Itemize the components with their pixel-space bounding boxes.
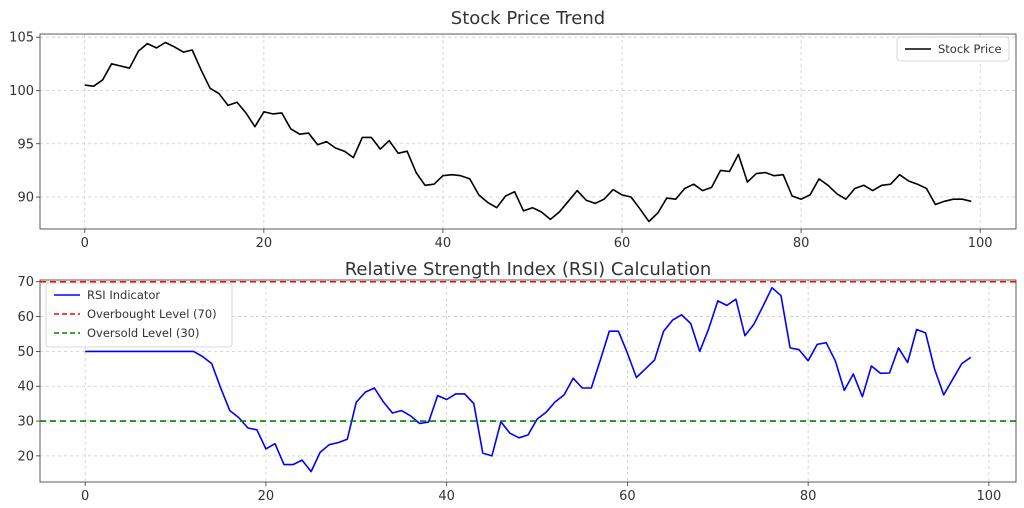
series-stock-price-line: [84, 41, 972, 223]
y-tick-label: 105: [9, 31, 34, 46]
x-tick-label: 20: [258, 489, 275, 504]
y-tick-label: 70: [17, 275, 34, 290]
chart-title: Stock Price Trend: [451, 8, 605, 29]
plot-area: [40, 280, 1016, 473]
legend: Stock Price: [896, 36, 1010, 62]
chart-panel-1: Stock Price Trend 0 20 40 60 80 100 90 95 100 105 S…: [9, 8, 1017, 251]
y-tick-label: 40: [17, 380, 34, 395]
x-tick-label: 100: [968, 236, 993, 251]
y-tick-label: 100: [9, 84, 34, 99]
plot-frame: [39, 33, 1017, 230]
y-tick-label: 50: [17, 345, 34, 360]
legend-box: [896, 36, 1010, 62]
y-tick-label: 60: [17, 310, 34, 325]
y-tick-label: 20: [17, 449, 34, 464]
x-tick-label: 60: [619, 489, 636, 504]
x-tick-label: 40: [438, 489, 455, 504]
legend-box: [45, 282, 233, 348]
legend-label: Oversold Level (30): [87, 326, 199, 340]
x-tick-label: 60: [614, 236, 631, 251]
x-tick-label: 20: [256, 236, 273, 251]
series-rsi-indicator-line: [85, 286, 972, 473]
y-tick-label: 30: [17, 415, 34, 430]
plot-area: [84, 41, 972, 223]
y-tick-label: 95: [17, 137, 34, 152]
x-tick-label: 40: [435, 236, 452, 251]
x-tick-label: 80: [800, 489, 817, 504]
legend-label: RSI Indicator: [87, 288, 160, 302]
x-tick-label: 0: [81, 489, 89, 504]
legend: RSI Indicator Overbought Level (70) Overso…: [45, 282, 233, 348]
chart-title: Relative Strength Index (RSI) Calculatio…: [345, 259, 712, 280]
legend-label: Overbought Level (70): [87, 307, 217, 321]
x-tick-label: 0: [81, 236, 89, 251]
plot-frame: [39, 279, 1017, 483]
x-tick-label: 80: [793, 236, 810, 251]
y-tick-label: 90: [17, 191, 34, 206]
x-tick-label: 100: [976, 489, 1001, 504]
legend-label: Stock Price: [938, 42, 1002, 56]
chart-panel-2: Relative Strength Index (RSI) Calculatio…: [17, 259, 1017, 504]
